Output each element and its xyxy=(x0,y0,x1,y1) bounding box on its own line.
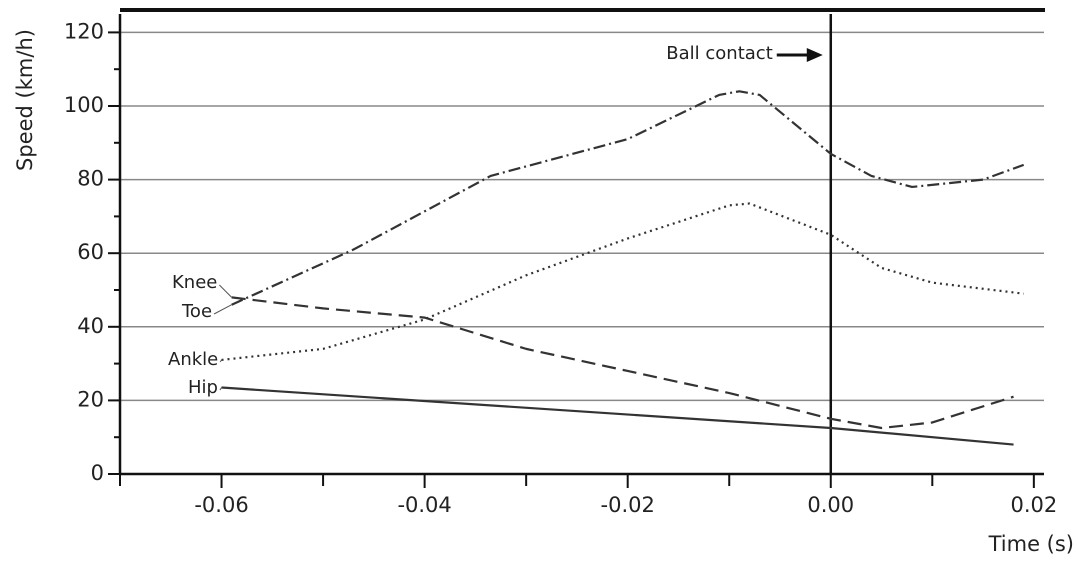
x-tick-label: -0.02 xyxy=(601,493,655,517)
y-tick-label: 100 xyxy=(64,93,104,117)
x-tick-label: 0.02 xyxy=(1010,493,1057,517)
label-leader xyxy=(219,359,222,363)
series-label: Hip xyxy=(188,377,218,398)
y-tick-label: 0 xyxy=(91,461,104,485)
x-tick-label: -0.06 xyxy=(194,493,248,517)
series-label: Toe xyxy=(181,301,212,322)
annotation-text: Ball contact xyxy=(666,43,772,64)
y-tick-label: 120 xyxy=(64,19,104,43)
series-line xyxy=(231,90,1025,306)
series-line xyxy=(221,202,1024,362)
x-tick-label: -0.04 xyxy=(397,493,451,517)
x-axis-label: Time (s) xyxy=(988,532,1074,556)
y-axis-label: Speed (km/h) xyxy=(13,29,37,171)
y-tick-label: 20 xyxy=(77,387,104,411)
x-tick-label: 0.00 xyxy=(807,493,854,517)
series-label: Knee xyxy=(172,272,217,293)
label-leader xyxy=(213,304,232,315)
label-leader xyxy=(219,284,233,298)
y-tick-label: 40 xyxy=(77,314,104,338)
annotation-arrowhead xyxy=(806,48,823,62)
label-leader xyxy=(219,387,222,391)
y-tick-label: 80 xyxy=(77,167,104,191)
series-line xyxy=(231,296,1014,430)
y-tick-label: 60 xyxy=(77,240,104,264)
series-line xyxy=(221,386,1014,446)
series-label: Ankle xyxy=(168,349,218,370)
